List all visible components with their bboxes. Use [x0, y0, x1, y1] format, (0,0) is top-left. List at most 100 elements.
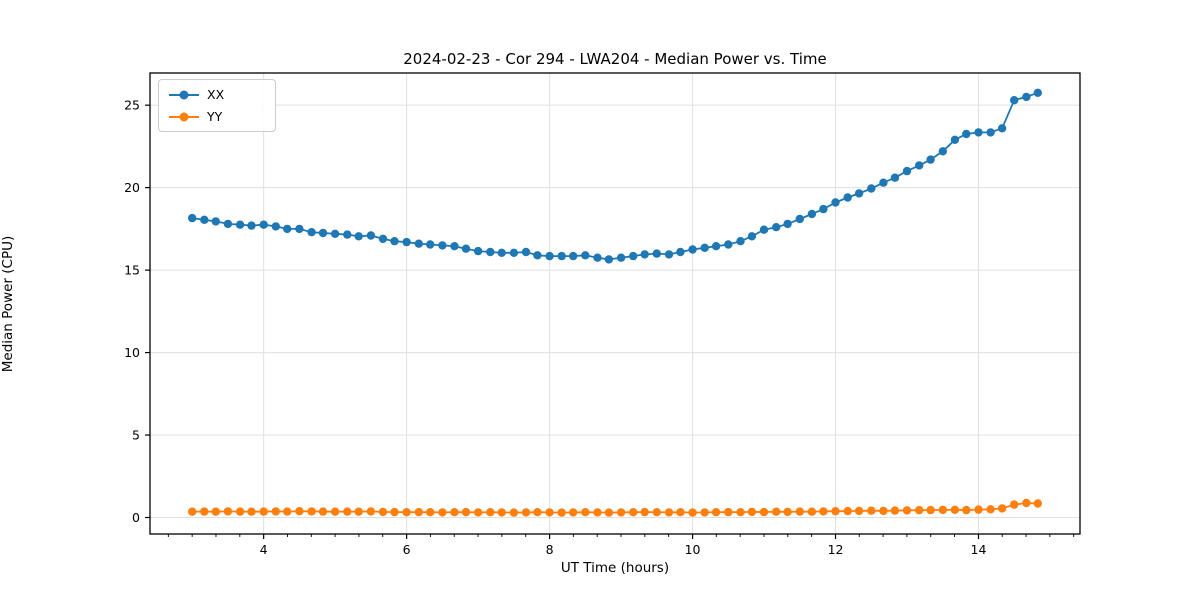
data-point — [867, 184, 876, 193]
data-point — [211, 217, 220, 226]
y-tick-label: 25 — [124, 98, 140, 113]
data-point — [354, 507, 363, 516]
data-point — [688, 245, 697, 254]
data-point — [676, 247, 685, 257]
data-point — [438, 241, 447, 250]
data-point — [593, 253, 602, 262]
data-point — [283, 224, 292, 234]
data-point — [450, 508, 459, 517]
series-yy — [188, 498, 1043, 517]
legend-label-xx: XX — [207, 87, 225, 102]
data-point — [318, 228, 328, 238]
data-point — [890, 173, 900, 182]
data-point — [902, 506, 912, 515]
x-tick-label: 4 — [260, 542, 268, 557]
data-point — [378, 507, 388, 517]
x-tick-label: 10 — [685, 542, 701, 557]
data-point — [259, 507, 268, 516]
data-point — [533, 508, 542, 517]
data-point — [390, 237, 399, 246]
data-point — [974, 505, 983, 514]
data-point — [343, 230, 352, 239]
data-point — [414, 507, 423, 517]
chart-title: 2024-02-23 - Cor 294 - LWA204 - Median P… — [403, 50, 827, 68]
data-point — [616, 508, 626, 517]
data-point — [938, 505, 947, 515]
data-point — [629, 251, 638, 261]
data-point — [307, 228, 316, 237]
data-point — [295, 224, 304, 234]
data-point — [700, 243, 709, 252]
data-point — [366, 507, 376, 516]
data-point — [950, 505, 960, 514]
data-point — [188, 507, 197, 516]
data-point — [915, 161, 924, 170]
data-point — [867, 506, 876, 515]
axes: 4 6 8 10 12 14 0 5 10 15 20 25 — [124, 98, 1075, 557]
data-point — [724, 240, 733, 249]
data-point — [616, 253, 626, 262]
data-point — [223, 507, 233, 516]
data-point — [545, 251, 554, 261]
x-tick-label: 12 — [828, 542, 844, 557]
data-point — [235, 220, 245, 229]
data-point — [854, 189, 864, 198]
data-point — [997, 504, 1007, 513]
x-tick-label: 6 — [403, 542, 411, 557]
data-point — [247, 507, 256, 516]
data-point — [188, 213, 197, 223]
data-point — [1010, 500, 1019, 509]
data-point — [711, 508, 721, 517]
legend-item-xx: XX — [169, 87, 265, 102]
data-point — [223, 219, 233, 229]
data-point — [426, 508, 435, 517]
data-point — [283, 507, 292, 516]
data-point — [997, 124, 1007, 133]
x-tick-label: 14 — [971, 542, 987, 557]
y-tick-label: 0 — [132, 510, 140, 525]
data-point — [247, 221, 256, 230]
data-point — [330, 229, 340, 238]
data-point — [450, 242, 459, 251]
data-point — [414, 239, 423, 248]
data-point — [819, 507, 828, 516]
data-point — [271, 222, 280, 231]
data-point — [676, 508, 685, 517]
data-point — [486, 508, 495, 517]
data-point — [950, 135, 960, 144]
legend: XX YY — [158, 79, 276, 132]
y-tick-label: 10 — [124, 345, 140, 360]
data-point — [438, 508, 447, 517]
data-point — [890, 506, 900, 515]
y-axis-label: Median Power (CPU) — [0, 235, 16, 373]
legend-label-yy: YY — [207, 109, 223, 124]
data-point — [521, 508, 531, 517]
data-point — [664, 508, 674, 517]
data-point — [569, 508, 578, 517]
data-point — [307, 507, 316, 516]
data-point — [473, 508, 483, 517]
data-point — [604, 508, 614, 517]
data-point — [926, 155, 935, 164]
data-point — [700, 508, 709, 517]
data-point — [772, 223, 781, 232]
data-point — [711, 242, 721, 251]
data-point — [1022, 92, 1031, 102]
data-point — [772, 507, 781, 516]
data-point — [473, 246, 483, 256]
data-point — [343, 507, 352, 516]
data-point — [402, 237, 411, 247]
data-point — [509, 248, 519, 257]
data-point — [330, 507, 340, 516]
data-point — [1022, 498, 1031, 508]
data-point — [1010, 96, 1019, 105]
data-point — [926, 505, 935, 515]
data-point — [557, 251, 566, 261]
data-point — [986, 128, 995, 137]
data-point — [461, 507, 471, 517]
y-tick-label: 5 — [132, 428, 140, 443]
data-point — [235, 507, 245, 516]
data-point — [843, 193, 852, 202]
